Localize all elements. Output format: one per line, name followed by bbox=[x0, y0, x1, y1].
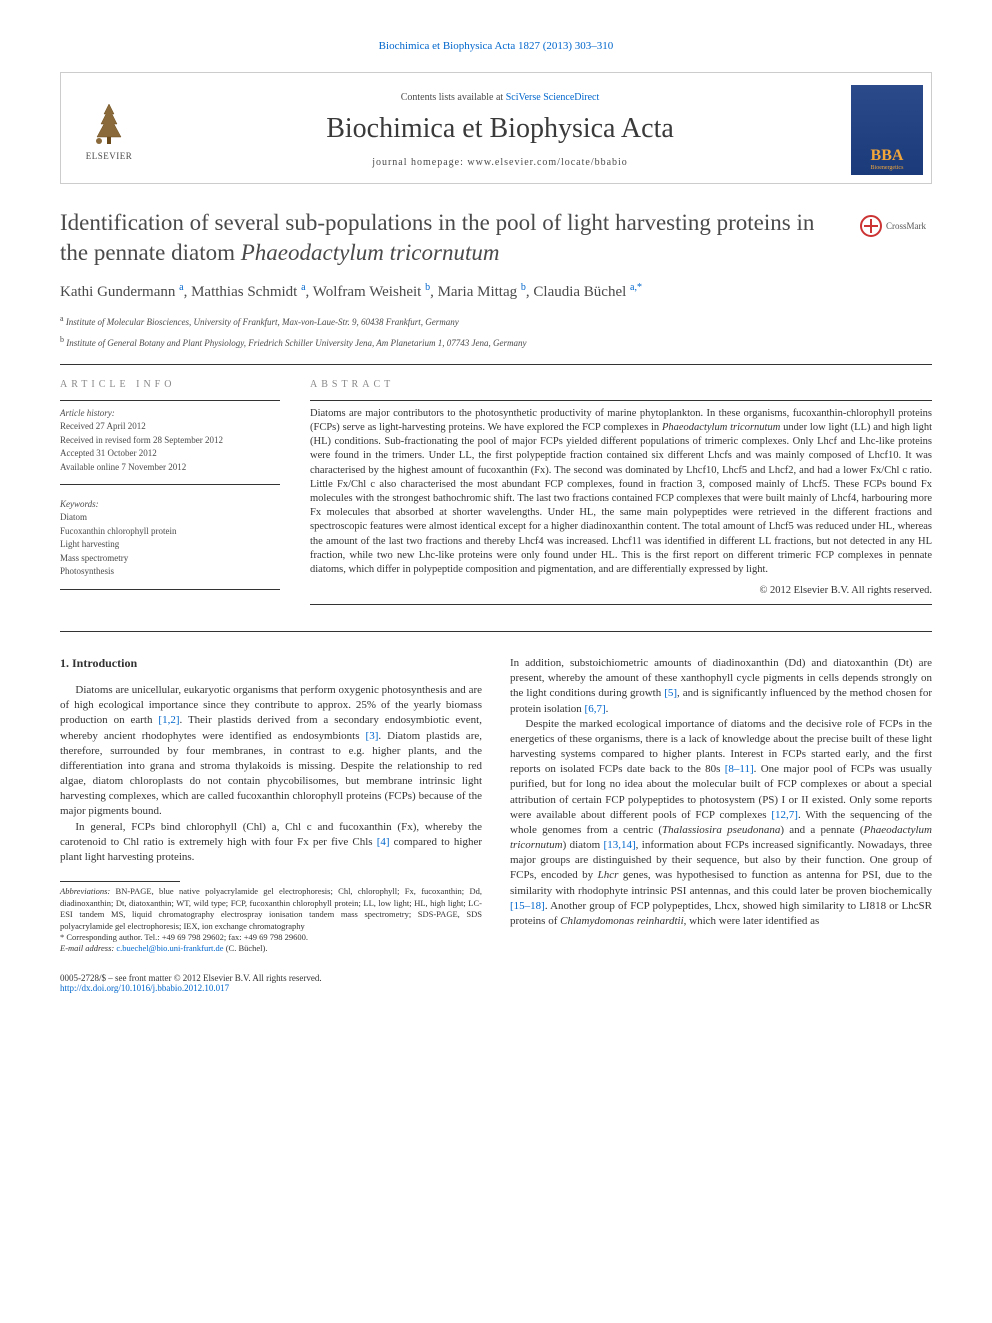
revised-date: Received in revised form 28 September 20… bbox=[60, 434, 280, 448]
ref-link[interactable]: [13,14] bbox=[604, 839, 636, 851]
divider bbox=[60, 631, 932, 632]
abstract-label: abstract bbox=[310, 379, 932, 390]
keyword: Mass spectrometry bbox=[60, 552, 280, 566]
affiliation-a: a Institute of Molecular Biosciences, Un… bbox=[60, 313, 932, 329]
ref-link[interactable]: [4] bbox=[377, 836, 390, 848]
abstract-text: Diatoms are major contributors to the ph… bbox=[310, 407, 932, 577]
divider bbox=[60, 400, 280, 401]
journal-citation[interactable]: Biochimica et Biophysica Acta 1827 (2013… bbox=[60, 40, 932, 52]
ref-link[interactable]: [8–11] bbox=[725, 763, 754, 775]
keyword: Photosynthesis bbox=[60, 565, 280, 579]
received-date: Received 27 April 2012 bbox=[60, 420, 280, 434]
ref-link[interactable]: [1,2] bbox=[158, 714, 179, 726]
abstract-copyright: © 2012 Elsevier B.V. All rights reserved… bbox=[310, 585, 932, 596]
footnote-divider bbox=[60, 881, 180, 882]
elsevier-label: ELSEVIER bbox=[86, 151, 133, 161]
doi-link[interactable]: http://dx.doi.org/10.1016/j.bbabio.2012.… bbox=[60, 983, 229, 993]
affiliation-b: b Institute of General Botany and Plant … bbox=[60, 334, 932, 350]
email-footnote: E-mail address: c.buechel@bio.uni-frankf… bbox=[60, 943, 482, 954]
ref-link[interactable]: [12,7] bbox=[771, 809, 798, 821]
body-paragraph: In general, FCPs bind chlorophyll (Chl) … bbox=[60, 820, 482, 866]
body-paragraph: Despite the marked ecological importance… bbox=[510, 717, 932, 929]
keywords-label: Keywords: bbox=[60, 499, 280, 509]
issn-line: 0005-2728/$ – see front matter © 2012 El… bbox=[60, 973, 322, 983]
ref-link[interactable]: [6,7] bbox=[585, 703, 606, 715]
divider bbox=[60, 364, 932, 365]
bba-cover-icon: BBA Bioenergetics bbox=[851, 85, 923, 175]
crossmark-icon bbox=[860, 215, 882, 237]
email-link[interactable]: c.buechel@bio.uni-frankfurt.de bbox=[116, 943, 223, 953]
accepted-date: Accepted 31 October 2012 bbox=[60, 447, 280, 461]
keyword: Diatom bbox=[60, 511, 280, 525]
history-label: Article history: bbox=[60, 407, 280, 421]
journal-header: ELSEVIER Contents lists available at Sci… bbox=[60, 72, 932, 184]
contents-available: Contents lists available at SciVerse Sci… bbox=[159, 92, 841, 103]
elsevier-logo: ELSEVIER bbox=[69, 90, 149, 170]
keyword: Light harvesting bbox=[60, 538, 280, 552]
journal-name: Biochimica et Biophysica Acta bbox=[159, 113, 841, 145]
corresponding-author: * Corresponding author. Tel.: +49 69 798… bbox=[60, 932, 482, 943]
article-title: Identification of several sub-population… bbox=[60, 208, 848, 268]
body-paragraph: In addition, substoichiometric amounts o… bbox=[510, 656, 932, 717]
online-date: Available online 7 November 2012 bbox=[60, 461, 280, 475]
body-paragraph: Diatoms are unicellular, eukaryotic orga… bbox=[60, 683, 482, 820]
journal-homepage: journal homepage: www.elsevier.com/locat… bbox=[159, 157, 841, 168]
ref-link[interactable]: [3] bbox=[366, 730, 379, 742]
article-info-label: article info bbox=[60, 379, 280, 390]
divider bbox=[310, 400, 932, 401]
crossmark-badge[interactable]: CrossMark bbox=[860, 212, 932, 240]
intro-heading: 1. Introduction bbox=[60, 656, 482, 671]
abbreviations-footnote: Abbreviations: BN-PAGE, blue native poly… bbox=[60, 886, 482, 932]
ref-link[interactable]: [15–18] bbox=[510, 900, 545, 912]
authors: Kathi Gundermann a, Matthias Schmidt a, … bbox=[60, 282, 932, 301]
divider bbox=[60, 484, 280, 485]
sciencedirect-link[interactable]: SciVerse ScienceDirect bbox=[506, 92, 600, 103]
ref-link[interactable]: [5] bbox=[664, 687, 677, 699]
divider bbox=[310, 604, 932, 605]
elsevier-tree-icon bbox=[84, 99, 134, 149]
keyword: Fucoxanthin chlorophyll protein bbox=[60, 525, 280, 539]
page-footer: 0005-2728/$ – see front matter © 2012 El… bbox=[60, 973, 932, 993]
divider bbox=[60, 589, 280, 590]
